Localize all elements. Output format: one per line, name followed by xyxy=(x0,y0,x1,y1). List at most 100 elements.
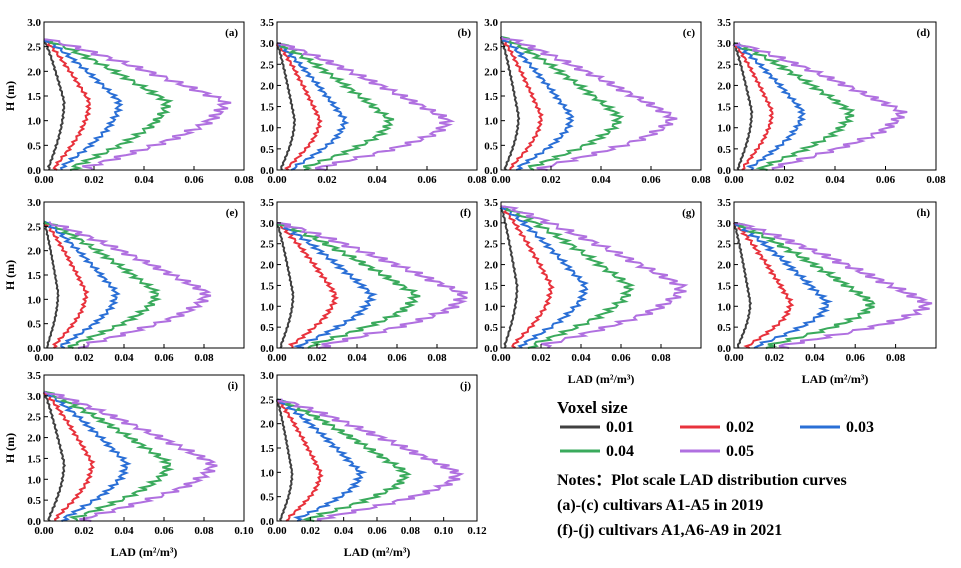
x-tick-label: 0.02 xyxy=(84,174,104,186)
y-tick-label: 1.0 xyxy=(484,301,498,313)
legend-entry-0.01: 0.01 xyxy=(560,419,634,436)
x-tick-label: 0.06 xyxy=(641,174,661,186)
y-tick-label: 1.5 xyxy=(260,280,274,292)
y-tick-label: 1.5 xyxy=(484,91,498,103)
panel-label: (i) xyxy=(228,380,239,392)
x-tick-label: 0.04 xyxy=(114,525,134,537)
y-tick-label: 0.5 xyxy=(27,495,41,507)
y-tick-label: 2.0 xyxy=(27,246,41,258)
y-tick-label: 2.0 xyxy=(260,260,274,272)
series-line-0.05 xyxy=(48,221,212,349)
y-tick-label: 2.0 xyxy=(27,433,41,445)
x-tick-label: 0.10 xyxy=(434,525,454,537)
y-tick-label: 3.5 xyxy=(717,197,731,209)
x-tick-label: 0.04 xyxy=(571,352,591,364)
y-tick-label: 0.5 xyxy=(717,144,731,156)
plot-frame xyxy=(43,374,245,522)
y-tick-label: 0.0 xyxy=(260,516,274,528)
y-tick-label: 0.0 xyxy=(260,343,274,355)
series-line-0.04 xyxy=(45,38,174,171)
series-line-0.02 xyxy=(276,221,340,349)
y-tick-label: 0.0 xyxy=(717,343,731,355)
legend-entry-0.02: 0.02 xyxy=(680,419,754,436)
series-line-0.01 xyxy=(276,222,295,349)
panel-h: 0.00 0.02 0.04 0.06 0.08 0.0 0.5 1.0 1.5 2.0 2.5 3.… xyxy=(717,197,937,386)
x-tick-label: 0.00 xyxy=(267,525,287,537)
y-tick-label: 1.0 xyxy=(717,301,731,313)
y-tick-label: 3.5 xyxy=(717,17,731,29)
series-line-0.01 xyxy=(733,42,754,171)
series-line-0.02 xyxy=(276,42,323,171)
plot-frame xyxy=(500,201,702,349)
series-line-0.04 xyxy=(500,35,625,171)
panel-d: 0.00 0.02 0.04 0.06 0.08 0.0 0.5 1.0 1.5 2.0 2.5 3.… xyxy=(717,17,946,186)
series-line-0.02 xyxy=(43,38,92,171)
y-tick-label: 1.0 xyxy=(27,474,41,486)
y-tick-label: 1.5 xyxy=(717,280,731,292)
x-tick-label: 0.04 xyxy=(347,352,367,364)
y-tick-label: 3.0 xyxy=(27,197,41,209)
note-line-2: (a)-(c) cultivars A1-A5 in 2019 xyxy=(557,497,763,514)
legend-label: 0.01 xyxy=(606,419,634,436)
x-tick-label: 0.08 xyxy=(467,174,487,186)
x-tick-label: 0.08 xyxy=(401,525,421,537)
y-tick-label: 3.0 xyxy=(484,218,498,230)
x-tick-label: 0.04 xyxy=(825,174,845,186)
x-axis-title: LAD (m²/m³) xyxy=(568,372,635,386)
y-tick-label: 1.0 xyxy=(260,123,274,135)
x-tick-label: 0.08 xyxy=(651,352,671,364)
legend-entry-0.04: 0.04 xyxy=(560,443,634,460)
y-tick-label: 0.5 xyxy=(717,322,731,334)
y-axis-title: H (m) xyxy=(3,260,17,290)
series-line-0.05 xyxy=(500,205,689,349)
series-line-0.04 xyxy=(733,42,856,171)
x-tick-label: 0.02 xyxy=(765,352,785,364)
series-line-0.05 xyxy=(501,36,678,171)
x-tick-label: 0.00 xyxy=(34,352,54,364)
panel-a: 0.00 0.02 0.04 0.06 0.08 0.0 0.5 1.0 1.5 2.0 2.5 3.… xyxy=(3,17,254,186)
x-tick-label: 0.02 xyxy=(317,174,337,186)
x-tick-label: 0.00 xyxy=(34,525,54,537)
x-tick-label: 0.00 xyxy=(34,174,54,186)
legend-entry-0.05: 0.05 xyxy=(680,443,754,460)
y-tick-label: 2.5 xyxy=(260,239,274,251)
x-tick-label: 0.02 xyxy=(307,352,327,364)
y-tick-label: 0.5 xyxy=(260,492,274,504)
series-line-0.02 xyxy=(733,222,795,349)
y-tick-label: 3.0 xyxy=(484,17,498,29)
x-tick-label: 0.06 xyxy=(387,352,407,364)
legend-label: 0.02 xyxy=(726,419,754,436)
y-tick-label: 2.5 xyxy=(484,239,498,251)
series-line-0.04 xyxy=(43,390,175,522)
x-tick-label: 0.08 xyxy=(427,352,447,364)
series-line-0.04 xyxy=(42,220,162,349)
x-tick-label: 0.04 xyxy=(114,352,134,364)
series-line-0.02 xyxy=(277,399,324,522)
y-tick-label: 3.5 xyxy=(484,197,498,209)
y-tick-label: 1.0 xyxy=(260,467,274,479)
x-tick-label: 0.04 xyxy=(334,525,354,537)
y-tick-label: 2.5 xyxy=(27,42,41,54)
series-line-0.03 xyxy=(276,398,368,522)
x-axis-title: LAD (m²/m³) xyxy=(802,372,869,386)
series-line-0.05 xyxy=(43,38,232,171)
series-line-0.01 xyxy=(500,36,521,171)
panel-label: (f) xyxy=(460,207,471,219)
x-tick-label: 0.08 xyxy=(234,174,254,186)
panel-label: (b) xyxy=(458,27,472,39)
note-line-1: Notes：Plot scale LAD distribution curves xyxy=(557,472,847,489)
y-tick-label: 3.0 xyxy=(717,218,731,230)
series-line-0.02 xyxy=(500,36,544,171)
chart-panels: 0.00 0.02 0.04 0.06 0.08 0.0 0.5 1.0 1.5 2.0 2.5 3.… xyxy=(3,17,946,559)
y-tick-label: 2.0 xyxy=(260,80,274,92)
panel-j: 0.00 0.02 0.04 0.06 0.08 0.10 0.12 0.0 0.5 1.0 1.5… xyxy=(260,370,487,559)
legend-label: 0.04 xyxy=(606,443,634,460)
series-line-0.02 xyxy=(734,42,774,171)
series-line-0.01 xyxy=(43,221,60,349)
series-line-0.01 xyxy=(43,38,66,171)
legend-label: 0.03 xyxy=(846,419,874,436)
series-line-0.02 xyxy=(43,220,90,349)
x-tick-label: 0.02 xyxy=(74,352,94,364)
y-tick-label: 1.0 xyxy=(717,123,731,135)
